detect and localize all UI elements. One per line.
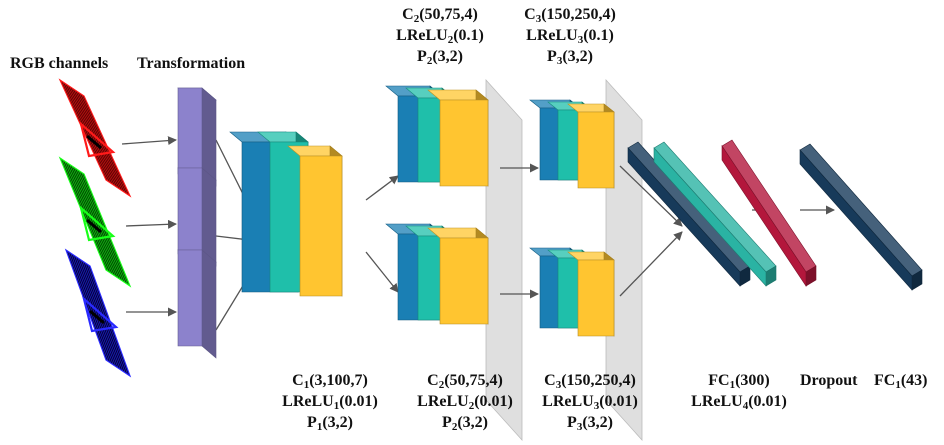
arrow-c3-bottom-to-fc1	[619, 231, 683, 297]
arrow-red-to-transform	[121, 136, 177, 146]
c3-top-label: C3(150,250,4) LReLU3(0.1) P3(3,2)	[495, 4, 645, 67]
blue-channel-image	[64, 248, 132, 378]
dropout-label: Dropout	[800, 372, 858, 389]
arrow-c3-top-to-fc1	[619, 165, 683, 227]
transformation-block-1	[177, 87, 217, 187]
c1-label: C1(3,100,7) LReLU1(0.01) P1(3,2)	[265, 370, 395, 433]
c3-bottom-label: C3(150,250,4) LReLU3(0.01) P3(3,2)	[525, 370, 655, 433]
fc1-300-label: FC1(300) LReLU4(0.01)	[674, 370, 804, 412]
fc1-300-lrelu-line: LReLU4(0.01)	[691, 393, 787, 412]
c2-bottom-yellow-map	[427, 227, 489, 325]
c2-bottom-label: C2(50,75,4) LReLU2(0.01) P2(3,2)	[400, 370, 530, 433]
c2-top-conv-line: C2(50,75,4)	[402, 6, 478, 25]
fc1-300-line: FC1(300)	[708, 372, 770, 391]
c1-lrelu-line: LReLU1(0.01)	[282, 393, 378, 412]
c2-bottom-conv-line: C2(50,75,4)	[427, 372, 503, 391]
dropout-bar	[721, 139, 817, 287]
c2-top-lrelu-line: LReLU2(0.1)	[396, 27, 484, 46]
rgb-channels-label: RGB channels	[10, 55, 109, 72]
arrow-green-to-transform	[125, 219, 177, 229]
c3-top-conv-line: C3(150,250,4)	[524, 6, 616, 25]
red-channel-image	[58, 78, 132, 198]
c3-top-yellow-map	[567, 103, 615, 189]
c3-bottom-conv-line: C3(150,250,4)	[544, 372, 636, 391]
transformation-block-3	[177, 249, 217, 359]
fc1-300-navy-bar	[627, 141, 751, 287]
arrow-c1-to-c2-bottom	[365, 251, 399, 293]
fc1-300-teal-bar	[653, 141, 777, 287]
c1-yellow-map	[287, 145, 343, 297]
c2-top-pool-line: P2(3,2)	[417, 48, 463, 67]
c3-top-pool-line: P3(3,2)	[547, 48, 593, 67]
arrow-c1-to-c2-top	[365, 175, 399, 201]
c2-top-yellow-map	[427, 89, 489, 187]
c1-pool-line: P1(3,2)	[307, 414, 353, 433]
c1-conv-line: C1(3,100,7)	[292, 372, 368, 391]
green-channel-image	[58, 156, 132, 288]
fc1-43-bar	[799, 143, 923, 291]
transformation-label: Transformation	[137, 55, 246, 72]
c2-top-label: C2(50,75,4) LReLU2(0.1) P2(3,2)	[365, 4, 515, 67]
c3-bottom-yellow-map	[567, 251, 615, 337]
c3-top-lrelu-line: LReLU3(0.1)	[526, 27, 614, 46]
c3-bottom-lrelu-line: LReLU3(0.01)	[542, 393, 638, 412]
fc1-43-label: FC1(43)	[874, 372, 928, 391]
c2-bottom-lrelu-line: LReLU2(0.01)	[417, 393, 513, 412]
transformation-block-2	[177, 167, 217, 267]
c3-bottom-pool-line: P3(3,2)	[567, 414, 613, 433]
c2-bottom-pool-line: P2(3,2)	[442, 414, 488, 433]
